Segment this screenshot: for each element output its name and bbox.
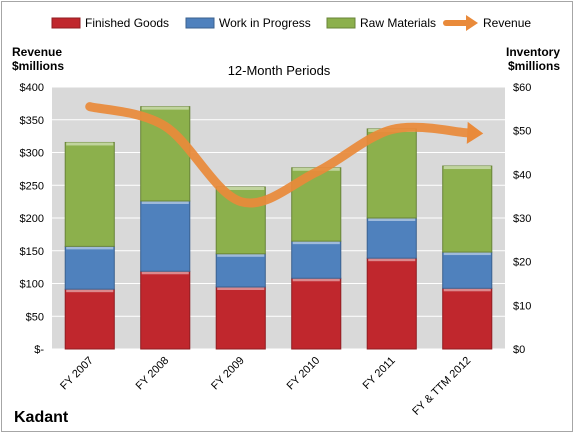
revenue-point (89, 106, 90, 107)
bar-raw-materials-fy-ttm-2012 (442, 165, 493, 253)
bar-highlight (66, 246, 114, 250)
bar-highlight (141, 200, 189, 204)
y-right-tick-label: $40 (513, 169, 531, 181)
bar-work-in-progress-fy-2009 (215, 253, 266, 288)
revenue-line (85, 102, 472, 208)
y-right-tick-label: $30 (513, 213, 531, 225)
bar-highlight (368, 218, 416, 221)
bar-work-in-progress-fy-2010 (291, 240, 342, 279)
legend-label-finished-goods: Finished Goods (85, 16, 169, 30)
legend-arrowhead (466, 15, 478, 31)
bar-highlight (443, 288, 491, 292)
bar-finished-goods-fy-2011 (366, 257, 417, 350)
revenue-point (240, 201, 241, 202)
y-left-label-line1: Revenue (12, 45, 62, 59)
revenue-arrowhead (466, 121, 484, 144)
y-right-tick-label: $10 (513, 300, 531, 312)
legend-swatch-raw-materials (326, 17, 356, 29)
y-left-label-line2: $millions (12, 59, 64, 73)
y-left-tick-label: $50 (26, 311, 44, 323)
gridlines (52, 86, 505, 350)
bar-work-in-progress-fy-2007 (64, 245, 115, 290)
y-left-tick-label: $300 (20, 148, 44, 160)
bar-finished-goods-fy-2009 (215, 286, 266, 350)
bar-highlight (292, 278, 340, 282)
bar-finished-goods-fy-2008 (140, 270, 191, 350)
y-left-tick-label: $350 (20, 115, 44, 127)
bar-highlight (66, 289, 114, 293)
bar-highlight (368, 258, 416, 262)
bar-highlight (443, 166, 491, 170)
revenue-point (391, 129, 392, 130)
y-right-tick-label: $60 (513, 82, 531, 94)
y-right-tick-label: $20 (513, 257, 531, 269)
y-right-tick-label: $0 (513, 344, 525, 356)
y-left-tick-label: $- (34, 344, 44, 356)
legend-swatch-work-in-progress (185, 17, 215, 29)
revenue-point (165, 126, 166, 127)
y-right-tick-label: $50 (513, 126, 531, 138)
bar-finished-goods-fy-2007 (64, 288, 115, 350)
bar-highlight (141, 271, 189, 275)
y-left-tick-label: $250 (20, 180, 44, 192)
legend-label-revenue: Revenue (483, 16, 531, 30)
bar-highlight (141, 106, 189, 110)
bar-highlight (443, 252, 491, 256)
bar-highlight (66, 142, 114, 146)
chart-title: 12-Month Periods (228, 63, 331, 78)
bar-raw-materials-fy-2011 (366, 128, 417, 219)
bar-finished-goods-fy-ttm-2012 (442, 287, 493, 350)
y-left-tick-label: $150 (20, 246, 44, 258)
bar-work-in-progress-fy-2011 (366, 217, 417, 259)
bar-highlight (292, 241, 340, 245)
legend-swatch-finished-goods (51, 17, 81, 29)
company-name: Kadant (14, 409, 69, 426)
y-left-tick-label: $200 (20, 213, 44, 225)
bar-highlight (217, 286, 265, 290)
bar-raw-materials-fy-2007 (64, 141, 115, 247)
revenue-point (467, 132, 468, 133)
legend: Finished Goods Work in Progress Raw Materi… (51, 15, 531, 31)
revenue-line-group (85, 102, 484, 208)
y-right-label-line2: $millions (508, 59, 560, 73)
bar-work-in-progress-fy-ttm-2012 (442, 251, 493, 289)
y-right-label-line1: Inventory (506, 45, 560, 59)
bar-work-in-progress-fy-2008 (140, 200, 191, 272)
revenue-point (316, 172, 317, 173)
bar-finished-goods-fy-2010 (291, 277, 342, 350)
y-left-tick-label: $100 (20, 279, 44, 291)
y-left-tick-label: $400 (20, 82, 44, 94)
legend-label-raw-materials: Raw Materials (360, 16, 436, 30)
bar-highlight (217, 186, 265, 190)
legend-label-work-in-progress: Work in Progress (219, 16, 311, 30)
y-left-ticks: $- $50 $100 $150 $200 $250 $300 $350 $400 (20, 82, 45, 356)
bars (64, 106, 493, 350)
y-right-ticks: $0 $10 $20 $30 $40 $50 $60 (513, 82, 531, 356)
bar-highlight (217, 253, 265, 257)
